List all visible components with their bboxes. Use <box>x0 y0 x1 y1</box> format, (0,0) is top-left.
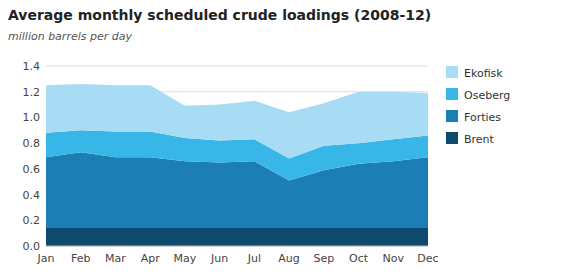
y-tick-label: 1.4 <box>23 60 41 73</box>
legend-swatch <box>446 88 458 100</box>
y-tick-label: 1.0 <box>23 111 41 124</box>
y-axis: 0.00.20.40.60.81.01.21.4 <box>23 60 429 253</box>
area-layer <box>46 228 428 246</box>
title: Average monthly scheduled crude loadings… <box>8 7 431 23</box>
grid-line <box>46 246 428 247</box>
legend-swatch <box>446 110 458 122</box>
x-tick-label: Mar <box>105 252 126 265</box>
x-tick-label: Oct <box>349 252 369 265</box>
areas <box>46 84 428 246</box>
x-tick-label: Aug <box>278 252 299 265</box>
grid-line <box>46 66 428 67</box>
x-tick-label: Dec <box>417 252 438 265</box>
legend-swatch <box>446 66 458 78</box>
legend-label: Oseberg <box>464 89 510 102</box>
legend-swatch <box>446 132 458 144</box>
legend-label: Forties <box>464 111 501 124</box>
x-tick-label: Feb <box>71 252 90 265</box>
legend-label: Brent <box>464 133 495 146</box>
x-tick-label: Jan <box>37 252 55 265</box>
y-tick-label: 0.2 <box>23 214 41 227</box>
y-tick-label: 0.6 <box>23 163 41 176</box>
x-tick-label: Jul <box>247 252 261 265</box>
x-tick-label: Jun <box>210 252 228 265</box>
legend: Ekofisk Oseberg Forties Brent <box>446 66 510 146</box>
x-tick-label: Sep <box>313 252 334 265</box>
area-layer <box>46 152 428 228</box>
subtitle: million barrels per day <box>8 30 132 43</box>
x-tick-label: Apr <box>141 252 161 265</box>
x-tick-label: Nov <box>383 252 405 265</box>
x-axis: Jan Feb Mar Apr May Jun Jul Aug Sep Oct Nov Dec <box>37 252 439 265</box>
y-tick-label: 0.4 <box>23 189 41 202</box>
x-axis-line <box>46 246 428 247</box>
y-tick-label: 1.2 <box>23 86 41 99</box>
chart: Average monthly scheduled crude loadings… <box>0 0 562 280</box>
y-tick-label: 0.8 <box>23 137 41 150</box>
legend-label: Ekofisk <box>464 67 503 80</box>
area-layer <box>46 84 428 159</box>
x-tick-label: May <box>174 252 197 265</box>
